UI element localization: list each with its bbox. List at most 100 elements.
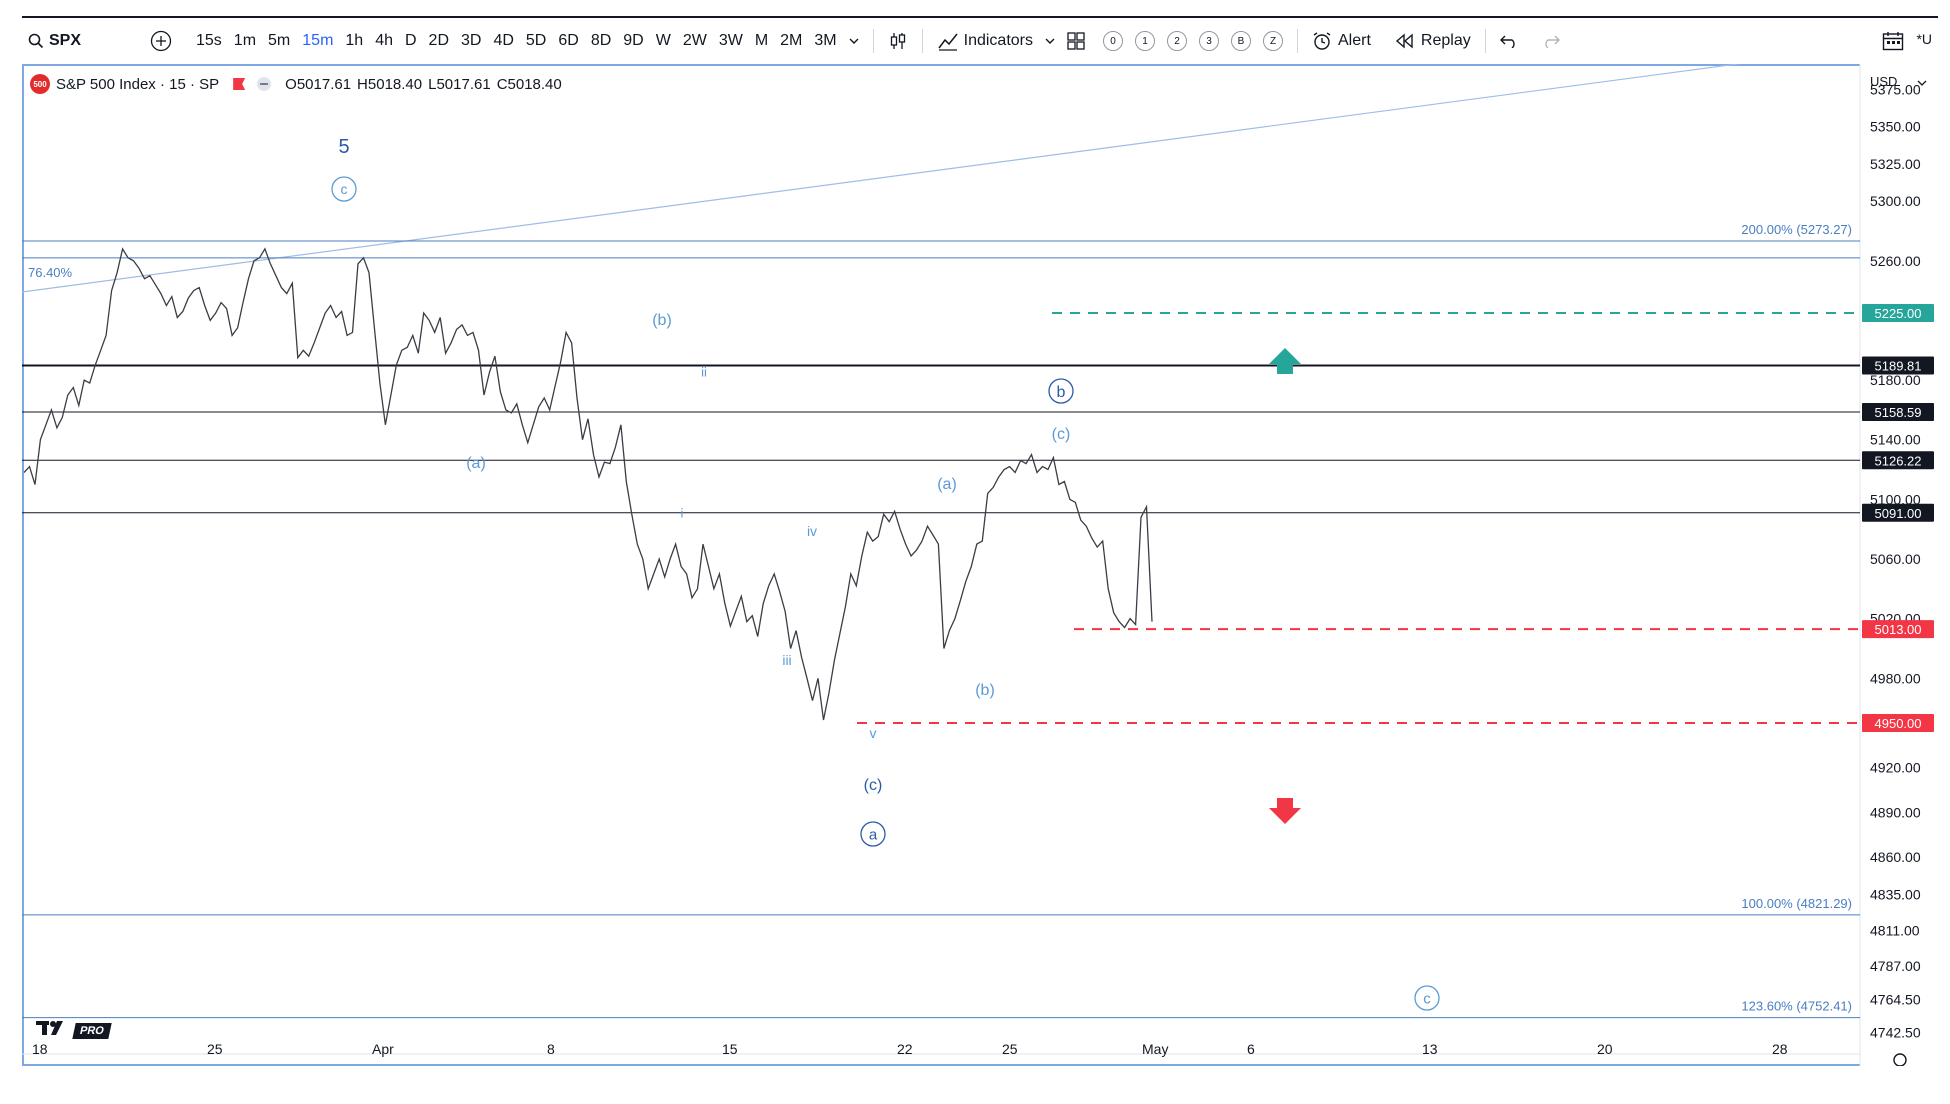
- wave-label-circle: [331, 176, 357, 202]
- indicators-dropdown[interactable]: [1039, 26, 1061, 56]
- y-tick-label: 4860.00: [1870, 849, 1921, 865]
- legend-high: H5018.40: [357, 75, 423, 93]
- y-tick-label: 5375.00: [1870, 81, 1921, 97]
- indicators-button[interactable]: Indicators: [931, 26, 1039, 56]
- price-level-tag-label: 4950.00: [1875, 716, 1922, 731]
- y-tick-label: 5060.00: [1870, 551, 1921, 567]
- interval-3m[interactable]: 3M: [814, 32, 837, 49]
- price-level-tag-label: 5013.00: [1875, 622, 1922, 637]
- price-chart[interactable]: USD5375.005350.005325.005300.005260.0051…: [22, 64, 1938, 1066]
- y-tick-label: 4890.00: [1870, 804, 1921, 820]
- interval-w[interactable]: W: [655, 32, 671, 49]
- wave-label: a: [869, 826, 878, 843]
- flag-icon[interactable]: [233, 78, 246, 90]
- layout-slot-2[interactable]: 2: [1167, 31, 1187, 51]
- trend-line: [22, 64, 1742, 293]
- y-tick-label: 5300.00: [1870, 193, 1921, 209]
- wave-label: iii: [782, 652, 791, 668]
- replay-button[interactable]: Replay: [1389, 26, 1477, 56]
- price-series-line: [23, 247, 1153, 721]
- wave-label: i: [681, 506, 684, 521]
- interval-1h[interactable]: 1h: [345, 32, 364, 49]
- interval-8d[interactable]: 8D: [590, 32, 612, 49]
- x-tick-label: 20: [1597, 1041, 1613, 1057]
- price-level-tag: [1862, 403, 1934, 422]
- wave-label: (c): [1052, 426, 1071, 443]
- chevron-down-icon: [1917, 80, 1927, 86]
- interval-15m[interactable]: 15m: [302, 32, 334, 49]
- undo-button[interactable]: [1494, 26, 1524, 56]
- interval-5m[interactable]: 5m: [268, 32, 291, 49]
- layout-slot-1[interactable]: 1: [1135, 31, 1155, 51]
- add-symbol-button[interactable]: [144, 26, 178, 56]
- redo-icon: [1545, 35, 1560, 48]
- y-tick-label: 5350.00: [1870, 119, 1921, 135]
- tradingview-logo[interactable]: PRO: [36, 1019, 112, 1043]
- toolbar-divider: [921, 29, 923, 53]
- chart-frame: [22, 64, 1938, 1066]
- layout-slot-z[interactable]: Z: [1263, 31, 1283, 51]
- interval-6d[interactable]: 6D: [558, 32, 579, 49]
- interval-4h[interactable]: 4h: [375, 32, 393, 49]
- interval-2w[interactable]: 2W: [682, 32, 707, 49]
- account-text: *U: [1916, 31, 1932, 47]
- candles-icon: [890, 33, 905, 49]
- legend-title[interactable]: S&P 500 Index · 15 · SP: [56, 75, 220, 93]
- price-level-tag-label: 5091.00: [1875, 506, 1922, 521]
- symbol-search[interactable]: SPX: [22, 26, 144, 56]
- price-level-tag: [1862, 503, 1934, 522]
- x-tick-label: 15: [722, 1041, 738, 1057]
- plus-circle-icon: [150, 30, 172, 52]
- interval-9d[interactable]: 9D: [623, 32, 644, 49]
- interval-d[interactable]: D: [404, 32, 417, 49]
- fib-level-label: 200.00% (5273.27): [1741, 222, 1852, 237]
- up-arrow-icon: [1269, 348, 1301, 374]
- interval-2m[interactable]: 2M: [780, 32, 803, 49]
- y-tick-label: 4835.00: [1870, 886, 1921, 902]
- legend-open: O5017.61: [285, 75, 352, 93]
- chart-type-button[interactable]: [882, 26, 914, 56]
- toolbar-divider: [872, 29, 874, 53]
- spx-logo: 500: [30, 74, 50, 94]
- wave-label-circle: [1048, 378, 1074, 404]
- wave-label: (a): [937, 476, 957, 493]
- interval-1m[interactable]: 1m: [233, 32, 257, 49]
- interval-3w[interactable]: 3W: [718, 32, 743, 49]
- interval-15s[interactable]: 15s: [196, 32, 222, 49]
- layout-slot-3[interactable]: 3: [1199, 31, 1219, 51]
- layouts-button[interactable]: [1061, 26, 1091, 56]
- interval-dropdown[interactable]: [843, 26, 865, 56]
- chart-legend: 500 S&P 500 Index · 15 · SP O5017.61 H50…: [30, 72, 568, 96]
- wave-label-circle: [1414, 985, 1440, 1011]
- account-label[interactable]: *U: [1910, 22, 1938, 54]
- rewind-icon: [1395, 33, 1413, 49]
- y-tick-label: 5140.00: [1870, 432, 1921, 448]
- alert-button[interactable]: Alert: [1306, 26, 1377, 56]
- wave-label: 5: [338, 136, 349, 158]
- currency-label: USD: [1870, 74, 1897, 89]
- interval-4d[interactable]: 4D: [493, 32, 514, 49]
- wave-label: (a): [466, 455, 486, 472]
- wave-label: c: [341, 181, 348, 197]
- interval-m[interactable]: M: [754, 32, 769, 49]
- price-level-tag-label: 5189.81: [1875, 358, 1922, 373]
- wave-label: (b): [975, 682, 995, 699]
- calendar-button[interactable]: [1876, 26, 1910, 56]
- layout-slot-0[interactable]: 0: [1103, 31, 1123, 51]
- calendar-icon: [1883, 32, 1904, 51]
- interval-5d[interactable]: 5D: [525, 32, 547, 49]
- wave-label-circle: [860, 821, 886, 847]
- redo-button[interactable]: [1536, 26, 1566, 56]
- interval-2d[interactable]: 2D: [428, 32, 449, 49]
- fib-left-label: 76.40%: [28, 265, 73, 280]
- interval-3d[interactable]: 3D: [461, 32, 482, 49]
- minus-icon[interactable]: [257, 77, 272, 91]
- price-level-tag: [1862, 620, 1934, 639]
- layout-slot-b[interactable]: B: [1231, 31, 1251, 51]
- alarm-clock-icon: [1313, 32, 1331, 50]
- legend-close: C5018.40: [496, 75, 562, 93]
- x-tick-label: 8: [547, 1041, 555, 1057]
- grid-layout-icon: [1067, 32, 1085, 50]
- toolbar-divider: [1297, 29, 1298, 53]
- y-tick-label: 4742.50: [1870, 1024, 1921, 1040]
